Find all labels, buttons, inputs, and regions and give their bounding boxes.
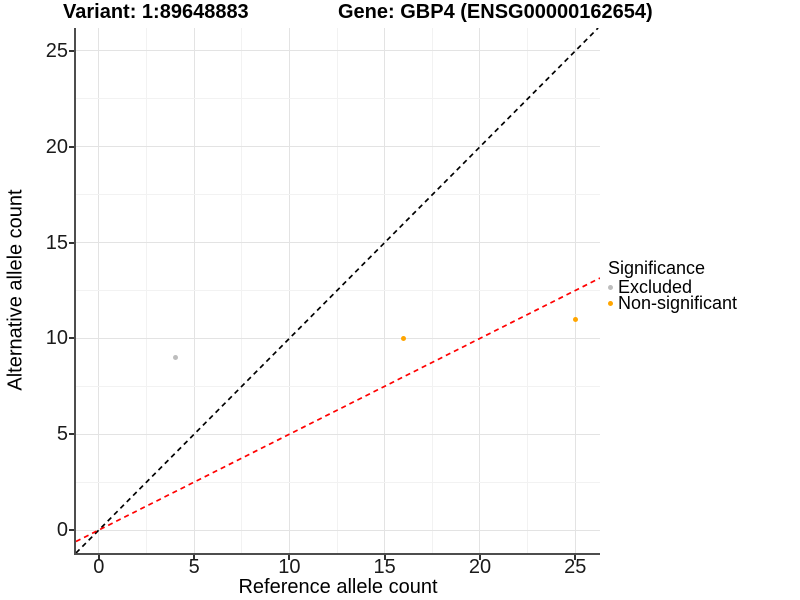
x-tick-label: 10 bbox=[278, 556, 301, 578]
legend-item-label: Non-significant bbox=[618, 292, 738, 313]
x-tick-mark bbox=[574, 555, 577, 560]
legend-title: Significance bbox=[608, 258, 706, 278]
point-non-significant bbox=[572, 316, 578, 322]
minor-gridline bbox=[76, 194, 600, 196]
plot-title-gene: Gene: GBP4 (ENSG00000162654) bbox=[338, 1, 653, 23]
legend-item-non-significant: Non-significant bbox=[608, 292, 738, 313]
y-tick-mark bbox=[69, 337, 74, 340]
legend-item-label: Excluded bbox=[618, 277, 693, 297]
x-tick-label: 25 bbox=[564, 556, 587, 578]
y-tick-mark bbox=[69, 241, 74, 244]
plot-title-variant: Variant: 1:89648883 bbox=[63, 1, 249, 23]
x-axis-title: Reference allele count bbox=[238, 576, 438, 598]
major-gridline bbox=[76, 146, 600, 148]
y-tick-mark bbox=[69, 529, 74, 531]
x-axis-line bbox=[74, 553, 600, 555]
major-gridline bbox=[76, 529, 600, 531]
x-tick-mark bbox=[97, 555, 100, 560]
minor-gridline bbox=[76, 481, 600, 483]
minor-gridline bbox=[76, 98, 600, 100]
x-tick-mark bbox=[383, 555, 386, 560]
y-tick-label: 15 bbox=[45, 231, 68, 254]
identity-line bbox=[76, 28, 599, 553]
x-tick-label: 5 bbox=[188, 556, 200, 578]
x-tick-mark bbox=[478, 555, 481, 560]
y-axis-line bbox=[74, 28, 76, 555]
x-tick-mark bbox=[288, 555, 291, 560]
x-tick-label: 20 bbox=[468, 556, 492, 578]
y-tick-label: 5 bbox=[56, 423, 68, 446]
x-tick-label: 15 bbox=[373, 556, 396, 578]
y-tick-mark bbox=[69, 145, 74, 148]
major-gridline bbox=[76, 242, 600, 244]
y-tick-label: 10 bbox=[45, 327, 68, 350]
major-gridline bbox=[76, 433, 600, 435]
minor-gridline bbox=[76, 385, 600, 387]
point-excluded bbox=[172, 355, 178, 361]
y-tick-label: 25 bbox=[45, 39, 68, 62]
x-tick-mark bbox=[193, 555, 196, 560]
major-gridline bbox=[76, 337, 600, 339]
y-tick-label: 0 bbox=[56, 519, 68, 541]
major-gridline bbox=[76, 50, 600, 52]
non-significant-dot-icon bbox=[608, 300, 613, 306]
y-axis-title: Alternative allele count bbox=[4, 189, 27, 391]
y-tick-mark bbox=[69, 433, 74, 436]
legend-item-excluded: Excluded bbox=[608, 277, 737, 297]
expected-ratio-line bbox=[76, 277, 600, 543]
point-non-significant bbox=[401, 335, 407, 341]
y-tick-mark bbox=[69, 49, 74, 52]
excluded-dot-icon bbox=[608, 285, 613, 291]
x-tick-label: 0 bbox=[93, 556, 105, 578]
y-tick-label: 20 bbox=[45, 135, 68, 158]
reference-lines bbox=[76, 28, 600, 553]
legend: Significance Excluded Non-significant bbox=[608, 256, 737, 311]
plot-panel bbox=[76, 28, 600, 553]
